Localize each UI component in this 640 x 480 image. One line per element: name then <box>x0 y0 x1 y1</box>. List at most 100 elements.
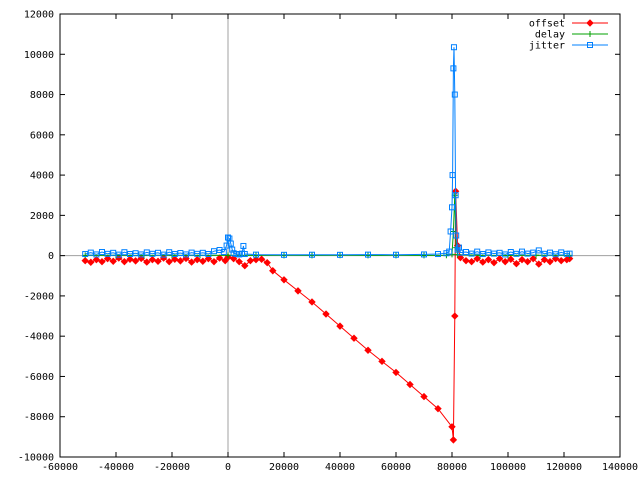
data-point-jitter <box>496 249 503 256</box>
data-point-offset <box>501 257 509 266</box>
data-point-jitter <box>453 232 460 239</box>
data-point-offset <box>176 257 185 265</box>
data-point-offset <box>322 310 330 318</box>
series-jitter <box>82 44 573 258</box>
data-point-offset <box>294 287 302 295</box>
data-point-jitter <box>435 251 441 258</box>
data-point-offset <box>204 254 213 263</box>
x-tick-label: 20000 <box>269 462 299 473</box>
data-point-offset <box>495 254 504 263</box>
data-point-offset <box>137 254 145 263</box>
data-point-jitter <box>160 251 167 258</box>
data-point-offset <box>364 346 372 354</box>
data-point-jitter <box>240 242 247 249</box>
data-point-jitter <box>166 249 173 256</box>
data-point-jitter <box>121 249 128 256</box>
data-point-jitter <box>450 65 457 72</box>
data-point-jitter <box>530 249 537 256</box>
data-point-jitter <box>199 249 206 256</box>
data-point-jitter <box>558 249 565 256</box>
data-point-offset <box>523 257 532 266</box>
data-point-jitter <box>449 204 455 211</box>
legend-marker-offset <box>586 19 594 27</box>
data-point-offset <box>154 257 162 265</box>
x-tick-label: -20000 <box>154 462 190 473</box>
data-point-jitter <box>281 251 287 258</box>
data-point-jitter <box>446 248 453 255</box>
data-point-offset <box>257 255 266 263</box>
data-point-offset <box>540 255 549 264</box>
data-point-offset <box>451 312 459 320</box>
data-point-jitter <box>507 249 514 256</box>
data-point-jitter <box>229 246 236 253</box>
data-point-offset <box>456 253 465 262</box>
data-point-offset <box>165 257 173 266</box>
data-point-offset <box>229 254 238 263</box>
data-point-jitter <box>104 250 111 257</box>
data-point-jitter <box>143 249 150 256</box>
y-tick-label: 0 <box>48 251 54 262</box>
data-point-jitter <box>82 251 89 258</box>
data-point-jitter <box>468 250 475 257</box>
data-point-jitter <box>337 251 343 258</box>
y-tick-label: 2000 <box>30 211 54 222</box>
data-point-offset <box>171 255 179 263</box>
legend-label-delay: delay <box>535 30 565 41</box>
data-point-jitter <box>99 249 105 256</box>
plot-frame <box>59 13 621 458</box>
data-point-jitter <box>479 251 486 258</box>
y-tick-label: -8000 <box>24 412 54 423</box>
data-point-jitter <box>541 250 548 257</box>
data-point-jitter <box>127 251 133 258</box>
data-point-offset <box>81 256 89 265</box>
data-point-offset <box>148 255 157 264</box>
data-point-offset <box>126 255 134 263</box>
data-point-jitter <box>194 250 201 257</box>
data-point-jitter <box>421 251 427 258</box>
data-point-offset <box>263 258 271 267</box>
data-point-offset <box>92 255 101 264</box>
data-point-jitter <box>149 250 156 257</box>
data-point-jitter <box>188 249 195 256</box>
axes-layer: -60000 -40000 -20000 0 20000 40000 60000 80000 1… <box>18 10 638 474</box>
data-point-jitter <box>449 172 456 179</box>
y-tick-label: 8000 <box>30 90 54 101</box>
data-point-jitter <box>177 250 184 257</box>
data-point-offset <box>512 259 521 268</box>
data-point-offset <box>479 258 487 266</box>
data-point-offset <box>420 392 428 401</box>
data-point-jitter <box>93 251 100 258</box>
data-point-offset <box>434 404 442 413</box>
data-point-offset <box>280 276 288 284</box>
legend-marker-delay <box>587 31 593 37</box>
data-point-offset <box>199 257 207 265</box>
x-tick-label: 100000 <box>490 462 526 473</box>
data-point-jitter <box>474 248 481 255</box>
x-tick-label: 120000 <box>546 462 582 473</box>
data-point-jitter <box>253 251 259 258</box>
data-point-offset <box>109 257 117 265</box>
data-point-jitter <box>87 249 94 256</box>
data-point-jitter <box>566 250 573 257</box>
data-point-jitter <box>227 240 234 247</box>
data-point-offset <box>507 255 515 263</box>
data-point-jitter <box>110 249 117 256</box>
data-point-jitter <box>241 251 248 258</box>
data-point-offset <box>350 334 358 342</box>
legend-marker-jitter <box>587 42 593 48</box>
data-point-offset <box>269 267 277 275</box>
data-point-jitter <box>452 192 459 199</box>
data-point-jitter <box>205 251 212 258</box>
data-point-jitter <box>155 249 161 256</box>
data-point-jitter <box>183 251 189 258</box>
series-delay <box>82 192 573 259</box>
y-tick-label: 6000 <box>30 130 54 141</box>
data-point-offset <box>378 357 386 366</box>
data-point-offset <box>546 257 554 266</box>
data-point-jitter <box>451 91 458 98</box>
legend-label-offset: offset <box>529 19 565 30</box>
y-tick-label: -6000 <box>24 372 54 383</box>
x-tick-label: 80000 <box>437 462 467 473</box>
